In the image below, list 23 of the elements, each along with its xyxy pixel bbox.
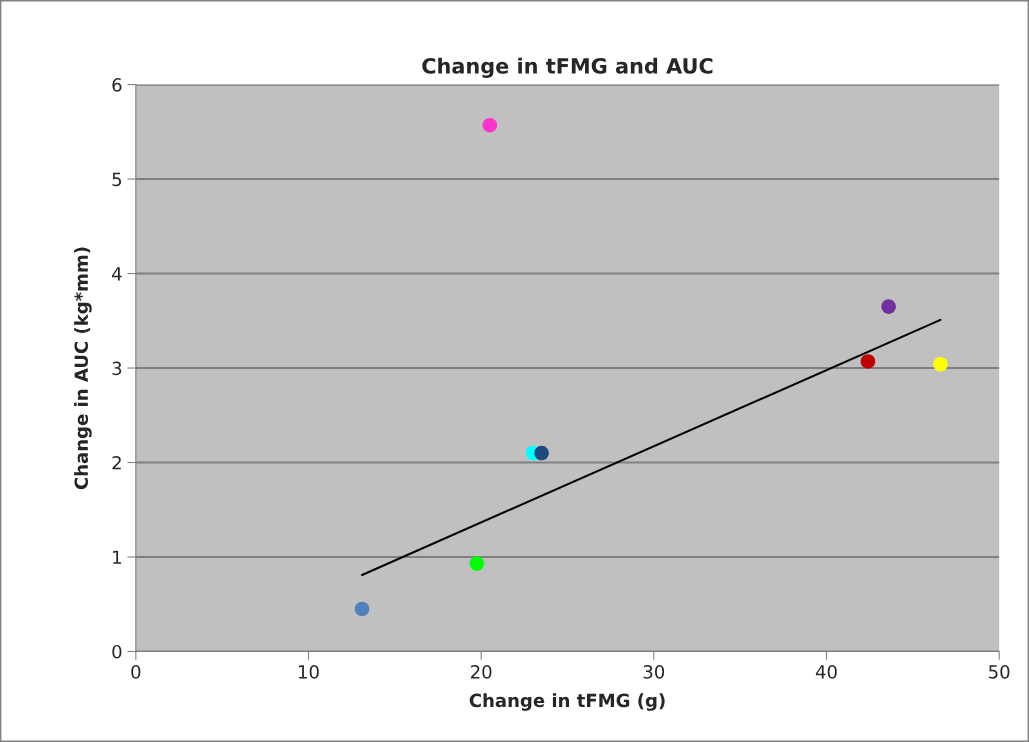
point — [933, 356, 948, 372]
chart-title: Change in tFMG and AUC — [422, 57, 713, 78]
x-tick-label: 20 — [471, 664, 492, 679]
y-tick-label: 2 — [112, 455, 121, 470]
x-tick-label: 30 — [643, 664, 665, 679]
point — [860, 354, 876, 369]
y-tick-label: 5 — [112, 172, 122, 187]
y-tick-label: 6 — [112, 78, 122, 92]
y-tick-label: 1 — [113, 550, 121, 564]
y-tick-label: 4 — [112, 267, 122, 281]
x-tick-label: 40 — [815, 664, 837, 679]
point — [534, 445, 549, 461]
y-axis-title: Change in AUC (kg*mm) — [74, 247, 92, 490]
x-tick-label: 10 — [298, 664, 319, 679]
y-tick-label: 0 — [112, 644, 122, 659]
x-axis-title: Change in tFMG (g) — [469, 693, 665, 711]
x-tick-label: 50 — [989, 664, 1010, 679]
point — [881, 299, 896, 314]
point — [469, 556, 485, 571]
y-tick-label: 3 — [112, 361, 122, 376]
point — [354, 601, 370, 617]
point — [482, 117, 498, 133]
x-tick-label: 0 — [131, 664, 141, 679]
